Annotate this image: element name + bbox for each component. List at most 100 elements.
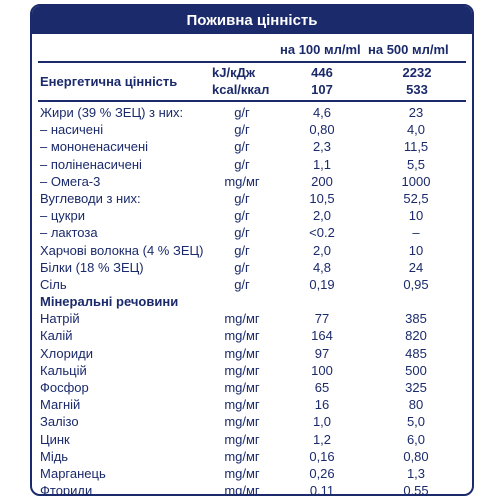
energy-per100-kj: 446 bbox=[311, 65, 333, 80]
nutrient-value-per500: 10 bbox=[408, 242, 424, 258]
nutrient-unit: g/г bbox=[234, 122, 250, 138]
column-header-per-500ml: на 500 мл/ml bbox=[368, 42, 449, 57]
table-row: – поліненасичені g/г 1,1 5,5 bbox=[32, 156, 472, 173]
table-row: Сіль g/г 0,19 0,95 bbox=[32, 276, 472, 293]
nutrient-value-per100: 1,0 bbox=[312, 414, 332, 430]
table-row: – насичені g/г 0,80 4,0 bbox=[32, 121, 472, 138]
nutrient-label: Жири (39 % ЗЕЦ) з них: bbox=[40, 105, 184, 120]
table-row: Мідь mg/мг 0,16 0,80 bbox=[32, 448, 472, 465]
nutrient-value-per100: 100 bbox=[311, 362, 333, 378]
nutrient-label: Калій bbox=[40, 328, 73, 344]
table-row: Харчові волокна (4 % ЗЕЦ) g/г 2,0 10 bbox=[32, 242, 472, 259]
table-row: – Омега-3 mg/мг 200 1000 bbox=[32, 173, 472, 190]
table-row: – лактоза g/г <0.2 – bbox=[32, 224, 472, 241]
table-row: Хлориди mg/мг 97 485 bbox=[32, 345, 472, 362]
energy-per500: 2232 533 bbox=[392, 64, 442, 98]
nutrient-value-per100: 4,6 bbox=[312, 105, 332, 120]
nutrient-value-per100: 0,19 bbox=[309, 276, 335, 292]
nutrient-label: – цукри bbox=[40, 208, 85, 224]
energy-per100: 446 107 bbox=[302, 64, 342, 98]
nutrient-unit: mg/мг bbox=[224, 362, 260, 378]
table-title: Поживна цінність bbox=[32, 6, 472, 34]
column-header-per-100ml: на 100 мл/ml bbox=[280, 42, 361, 57]
table-row: Натрій mg/мг 77 385 bbox=[32, 310, 472, 327]
nutrient-value-per100: 164 bbox=[311, 328, 333, 344]
nutrient-unit: g/г bbox=[234, 259, 250, 275]
nutrient-value-per500: 0,55 bbox=[403, 483, 429, 496]
nutrient-value-per100: 2,0 bbox=[312, 208, 332, 224]
nutrient-unit: g/г bbox=[234, 208, 250, 224]
nutrient-value-per500: 385 bbox=[405, 311, 427, 327]
nutrient-value-per500: 0,80 bbox=[403, 448, 429, 464]
nutrient-value-per500: 500 bbox=[405, 362, 427, 378]
energy-units: kJ/кДж kcal/ккал bbox=[212, 64, 269, 98]
nutrient-label: – насичені bbox=[40, 122, 104, 138]
nutrient-value-per500: 325 bbox=[405, 380, 427, 395]
divider bbox=[38, 100, 466, 102]
nutrient-label: Фосфор bbox=[40, 380, 89, 395]
table-row: – цукри g/г 2,0 10 bbox=[32, 207, 472, 224]
nutrient-value-per500: 0,95 bbox=[403, 276, 429, 292]
nutrient-unit: g/г bbox=[234, 242, 250, 258]
nutrient-label: Натрій bbox=[40, 311, 80, 327]
nutrient-value-per100: 77 bbox=[314, 311, 330, 327]
nutrient-value-per500: 485 bbox=[405, 345, 427, 361]
divider bbox=[38, 61, 466, 63]
nutrient-unit: mg/мг bbox=[224, 345, 260, 361]
nutrient-unit: mg/мг bbox=[224, 173, 260, 189]
energy-unit-kj: kJ/кДж bbox=[212, 65, 256, 80]
nutrient-value-per500: 1,3 bbox=[406, 465, 426, 481]
nutrient-unit: g/г bbox=[234, 225, 250, 241]
nutrient-value-per100: 0,80 bbox=[309, 122, 335, 138]
nutrient-label: Магній bbox=[40, 397, 81, 413]
table-row: Фосфор mg/мг 65 325 bbox=[32, 379, 472, 396]
nutrient-unit: g/г bbox=[234, 276, 250, 292]
energy-per500-kj: 2232 bbox=[402, 65, 432, 80]
nutrient-label: Фториди bbox=[40, 483, 93, 496]
nutrient-label: Цинк bbox=[40, 431, 70, 447]
table-row: Цинк mg/мг 1,2 6,0 bbox=[32, 431, 472, 448]
nutrient-unit: g/г bbox=[234, 156, 250, 172]
nutrient-value-per500: 80 bbox=[408, 397, 424, 413]
nutrient-label: – Омега-3 bbox=[40, 173, 101, 189]
nutrient-value-per100: 16 bbox=[314, 397, 330, 413]
nutrient-value-per100: 2,0 bbox=[312, 242, 332, 258]
table-row: Марганець mg/мг 0,26 1,3 bbox=[32, 465, 472, 482]
nutrient-value-per500: 5,0 bbox=[406, 414, 426, 430]
nutrient-value-per500: 10 bbox=[408, 208, 424, 224]
energy-unit-kcal: kcal/ккал bbox=[212, 82, 270, 97]
nutrient-value-per500: – bbox=[412, 225, 420, 241]
nutrient-unit: g/г bbox=[234, 105, 250, 120]
nutrient-label: Білки (18 % ЗЕЦ) bbox=[40, 259, 144, 275]
nutrient-label: Кальцій bbox=[40, 362, 87, 378]
nutrient-value-per100: 0,26 bbox=[309, 465, 335, 481]
nutrient-label: – лактоза bbox=[40, 225, 98, 241]
table-row: Вуглеводи з них: g/г 10,5 52,5 bbox=[32, 190, 472, 207]
table-row: Калій mg/мг 164 820 bbox=[32, 327, 472, 344]
table-row: Магній mg/мг 16 80 bbox=[32, 396, 472, 413]
nutrient-unit: mg/мг bbox=[224, 414, 260, 430]
nutrient-value-per500: 1000 bbox=[401, 173, 431, 189]
nutrient-unit: mg/мг bbox=[224, 465, 260, 481]
energy-per100-kcal: 107 bbox=[311, 82, 333, 97]
nutrient-value-per100: 0,11 bbox=[309, 483, 335, 496]
nutrient-value-per500: 23 bbox=[408, 105, 424, 120]
nutrient-label: Харчові волокна (4 % ЗЕЦ) bbox=[40, 242, 204, 258]
nutrient-value-per100: 1,2 bbox=[312, 431, 332, 447]
nutrition-table: Поживна цінність на 100 мл/ml на 500 мл/… bbox=[30, 4, 474, 496]
nutrient-unit: g/г bbox=[234, 139, 250, 155]
nutrient-label: Марганець bbox=[40, 465, 106, 481]
nutrient-label: Хлориди bbox=[40, 345, 93, 361]
nutrient-value-per500: 820 bbox=[405, 328, 427, 344]
nutrient-unit: mg/мг bbox=[224, 380, 260, 395]
nutrient-unit: mg/мг bbox=[224, 311, 260, 327]
nutrient-value-per100: 65 bbox=[314, 380, 330, 395]
nutrient-value-per500: 6,0 bbox=[406, 431, 426, 447]
nutrient-label: Вуглеводи з них: bbox=[40, 190, 141, 206]
table-row: Жири (39 % ЗЕЦ) з них: g/г 4,6 23 bbox=[32, 104, 472, 121]
table-row: Білки (18 % ЗЕЦ) g/г 4,8 24 bbox=[32, 259, 472, 276]
table-row: Кальцій mg/мг 100 500 bbox=[32, 362, 472, 379]
nutrient-value-per500: 4,0 bbox=[406, 122, 426, 138]
table-row: – мононенасичені g/г 2,3 11,5 bbox=[32, 138, 472, 155]
nutrient-value-per100: <0.2 bbox=[309, 225, 335, 241]
